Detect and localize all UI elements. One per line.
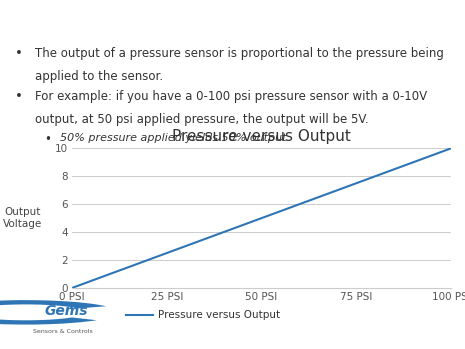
Text: Output
Voltage: Output Voltage [3, 207, 42, 229]
Text: 50% pressure applied yields 50% output.: 50% pressure applied yields 50% output. [60, 133, 291, 143]
Text: •: • [44, 133, 51, 147]
Text: Pressure versus Output: Pressure versus Output [158, 310, 280, 320]
Text: For example: if you have a 0-100 psi pressure sensor with a 0‐10V: For example: if you have a 0-100 psi pre… [35, 90, 427, 103]
Title: Pressure versus Output: Pressure versus Output [172, 129, 351, 144]
Text: •: • [15, 90, 23, 103]
Text: applied to the sensor.: applied to the sensor. [35, 69, 163, 83]
Text: The output of a pressure sensor is proportional to the pressure being: The output of a pressure sensor is propo… [35, 47, 444, 60]
Text: Gems: Gems [44, 304, 88, 318]
Text: Sensors & Controls: Sensors & Controls [33, 329, 93, 334]
Wedge shape [0, 300, 106, 325]
Text: •: • [15, 47, 23, 60]
Text: Output Chart: Output Chart [176, 11, 289, 26]
Text: output, at 50 psi applied pressure, the output will be 5V.: output, at 50 psi applied pressure, the … [35, 113, 368, 126]
